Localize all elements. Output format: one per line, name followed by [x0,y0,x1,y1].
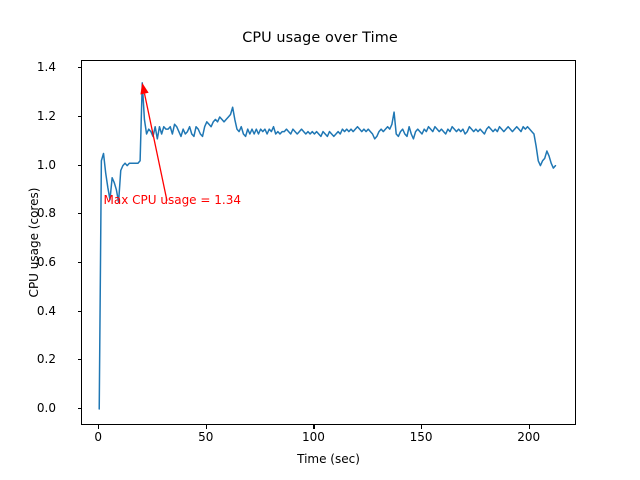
plot-area: Max CPU usage = 1.34 [81,60,576,425]
y-tick-label: 0.6 [36,254,56,269]
x-tick-mark [528,425,530,429]
x-tick-mark [313,425,315,429]
chart-title: CPU usage over Time [242,30,398,46]
y-tick-label: 0.0 [36,400,56,415]
plot-canvas [98,82,557,410]
x-tick-label: 150 [409,430,433,444]
y-tick-label: 0.2 [36,352,56,367]
max-cpu-annotation-arrow [140,82,168,202]
y-tick-mark [77,164,82,166]
x-tick-mark [205,425,207,429]
y-tick-label: 1.0 [36,157,56,172]
y-tick-label: 1.4 [36,60,56,75]
max-cpu-annotation-text: Max CPU usage = 1.34 [103,192,241,207]
y-tick-mark [77,213,82,215]
y-tick-mark [77,115,82,118]
x-tick-label: 100 [301,430,325,444]
y-tick-mark [77,310,82,312]
x-axis-label: Time (sec) [297,452,360,466]
x-tick-label: 0 [94,430,103,444]
annotation-arrow-line [143,93,168,202]
annotation-arrow-head [140,82,149,95]
y-tick-mark [77,67,82,69]
x-tick-mark [421,425,423,429]
x-tick-label: 200 [517,430,541,444]
x-tick-label: 50 [198,430,214,444]
cpu-usage-line [98,82,557,410]
y-tick-label: 1.2 [36,108,56,123]
x-tick-mark [98,425,100,429]
y-tick-mark [77,407,82,410]
y-tick-mark [77,359,82,361]
y-tick-label: 0.8 [36,206,56,221]
y-tick-label: 0.4 [36,303,56,318]
y-tick-mark [77,261,82,264]
